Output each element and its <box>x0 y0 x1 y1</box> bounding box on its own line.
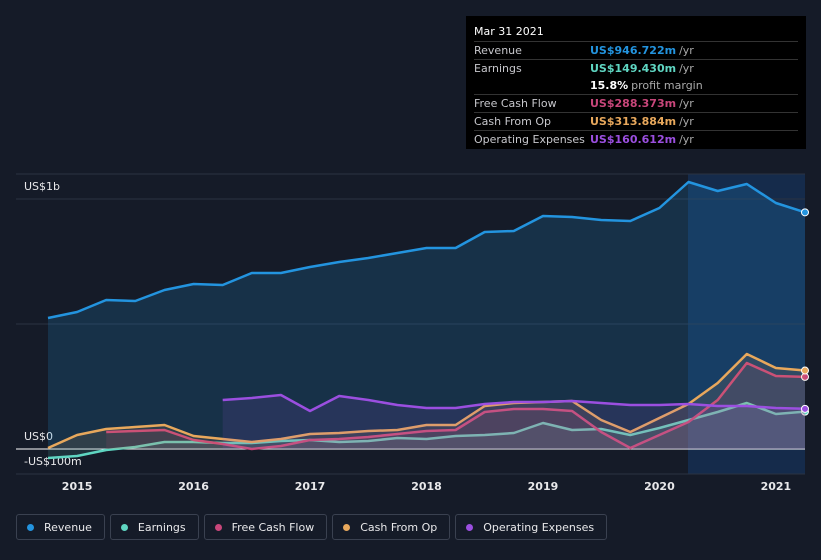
series-line <box>222 393 806 413</box>
y-tick-label: US$1b <box>24 180 60 193</box>
series-line <box>47 352 806 450</box>
legend: Revenue Earnings Free Cash Flow Cash From O… <box>16 514 608 540</box>
legend-label: Cash From Op <box>360 520 438 534</box>
tooltip-row: Earnings US$149.430m/yr <box>474 59 798 77</box>
tooltip-row: Free Cash Flow US$288.373m/yr <box>474 94 798 112</box>
legend-item[interactable]: Free Cash Flow <box>203 514 328 540</box>
tooltip-value: US$288.373m <box>590 97 677 110</box>
y-tick-label: -US$100m <box>24 455 82 468</box>
tooltip-suffix: /yr <box>679 44 694 57</box>
x-tick-label: 2020 <box>644 480 675 493</box>
legend-item[interactable]: Operating Expenses <box>455 514 608 540</box>
tooltip-value: US$149.430m <box>590 62 677 75</box>
series-area <box>106 363 805 449</box>
tooltip-label: Cash From Op <box>474 115 552 128</box>
legend-swatch <box>120 523 128 531</box>
tooltip-suffix: /yr <box>679 97 694 110</box>
tooltip: Mar 31 2021 Revenue US$946.722m/yr Earning… <box>466 16 806 149</box>
legend-item[interactable]: Cash From Op <box>332 514 451 540</box>
tooltip-value: US$946.722m <box>590 44 677 57</box>
tooltip-suffix: /yr <box>679 62 694 75</box>
end-marker <box>801 404 809 413</box>
tooltip-suffix: /yr <box>679 133 694 146</box>
legend-item[interactable]: Revenue <box>16 514 105 540</box>
legend-swatch <box>27 523 34 531</box>
end-marker <box>801 366 809 375</box>
tooltip-date: Mar 31 2021 <box>474 25 544 38</box>
legend-swatch <box>466 523 474 531</box>
tooltip-label <box>474 77 590 94</box>
end-marker <box>801 208 809 217</box>
tooltip-suffix: /yr <box>679 115 694 128</box>
legend-item[interactable]: Earnings <box>109 514 199 540</box>
series-area <box>48 354 805 449</box>
tooltip-value: US$160.612m <box>590 133 677 146</box>
y-tick-label: US$0 <box>24 430 53 443</box>
tooltip-row: Operating Expenses US$160.612m/yr <box>474 130 798 148</box>
tooltip-label: Revenue <box>474 44 522 57</box>
legend-label: Revenue <box>44 520 92 534</box>
x-tick-label: 2017 <box>295 480 326 493</box>
series-area <box>222 395 805 449</box>
tooltip-label: Free Cash Flow <box>474 97 557 110</box>
tooltip-suffix: profit margin <box>631 79 703 92</box>
legend-swatch <box>214 523 222 531</box>
x-tick-label: 2021 <box>761 480 792 493</box>
legend-label: Operating Expenses <box>483 520 595 534</box>
tooltip-label: Operating Expenses <box>474 133 585 146</box>
tooltip-label: Earnings <box>474 62 522 75</box>
tooltip-value: US$313.884m <box>590 115 677 128</box>
tooltip-row: Cash From Op US$313.884m/yr <box>474 112 798 130</box>
series-line <box>106 361 806 451</box>
tooltip-row: 15.8% profit margin <box>474 77 798 94</box>
series-area <box>48 182 805 449</box>
tooltip-value: 15.8% <box>590 79 629 92</box>
legend-label: Earnings <box>137 520 186 534</box>
legend-label: Free Cash Flow <box>231 520 315 534</box>
tooltip-row: Revenue US$946.722m/yr <box>474 41 798 59</box>
series-line <box>47 180 806 320</box>
x-tick-label: 2019 <box>528 480 559 493</box>
x-tick-label: 2015 <box>62 480 93 493</box>
x-tick-label: 2016 <box>178 480 209 493</box>
legend-swatch <box>343 523 351 531</box>
x-tick-label: 2018 <box>411 480 442 493</box>
series-line <box>47 401 806 460</box>
